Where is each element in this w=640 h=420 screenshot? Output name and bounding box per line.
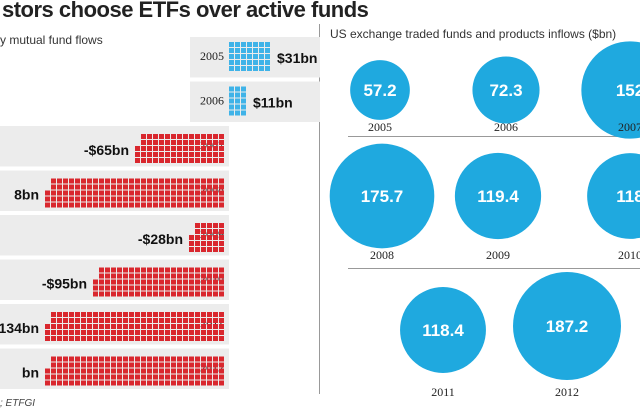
bubble-2011 <box>400 287 486 373</box>
bubble-year-2007: 2007 <box>618 120 640 134</box>
bar-label-2009: -$28bn <box>138 231 183 247</box>
bar-2006 <box>229 86 246 116</box>
bar-2009 <box>189 223 224 252</box>
left-panel-subtitle: y mutual fund flows <box>0 33 103 47</box>
bar-label-2010: -$95bn <box>42 276 87 292</box>
bar-2005 <box>229 42 270 71</box>
bubble-year-2008: 2008 <box>370 248 394 262</box>
bubble-year-2006: 2006 <box>494 120 518 134</box>
bubble-value-2010: 118 <box>616 187 640 206</box>
bubble-value-2008: 175.7 <box>361 187 404 206</box>
chart-title: stors choose ETFs over active funds <box>2 0 369 22</box>
bubble-year-2012: 2012 <box>555 385 579 399</box>
bubble-2010 <box>587 153 640 239</box>
bar-2007 <box>135 134 224 163</box>
bubble-year-2010: 2010 <box>618 248 640 262</box>
bubble-row-divider-1 <box>348 136 640 137</box>
bar-2012 <box>45 356 224 386</box>
bar-label-2008: 8bn <box>14 187 39 203</box>
bubble-value-2006: 72.3 <box>489 81 522 100</box>
right-panel-subtitle: US exchange traded funds and products in… <box>330 27 617 41</box>
bar-label-2005: $31bn <box>277 50 317 66</box>
row-band-2006 <box>190 81 320 122</box>
bubble-value-2005: 57.2 <box>363 81 396 100</box>
bubble-2006 <box>472 56 540 124</box>
mutual-fund-flows-chart: 2005$31bn2006$11bn2007-$65bn20088bn2009-… <box>0 37 320 389</box>
bubble-value-2009: 119.4 <box>477 187 519 206</box>
bubble-year-2009: 2009 <box>486 248 510 262</box>
bar-2011 <box>45 312 224 341</box>
bubble-value-2011: 118.4 <box>422 321 464 340</box>
bubble-2007 <box>581 41 640 139</box>
bubble-value-2012: 187.2 <box>546 317 589 336</box>
bubble-year-2011: 2011 <box>431 385 455 399</box>
bubble-year-2005: 2005 <box>368 120 392 134</box>
bubble-2005 <box>350 60 410 120</box>
year-label-2006: 2006 <box>200 94 224 108</box>
bar-2010 <box>93 267 224 297</box>
bar-label-2012: bn <box>22 365 39 381</box>
bar-2008 <box>45 178 224 208</box>
panel-divider <box>319 24 320 394</box>
year-label-2005: 2005 <box>200 49 224 63</box>
source-note: ; ETFGI <box>0 398 35 409</box>
bubble-2012 <box>513 272 621 380</box>
bar-label-2006: $11bn <box>253 95 293 111</box>
bubble-row-divider-2 <box>348 268 640 269</box>
bar-label-2007: -$65bn <box>84 142 129 158</box>
bubble-2008 <box>329 143 435 249</box>
bar-label-2011: 134bn <box>0 320 39 336</box>
bubble-value-2007: 152 <box>616 81 640 100</box>
bubble-2009 <box>454 152 542 240</box>
